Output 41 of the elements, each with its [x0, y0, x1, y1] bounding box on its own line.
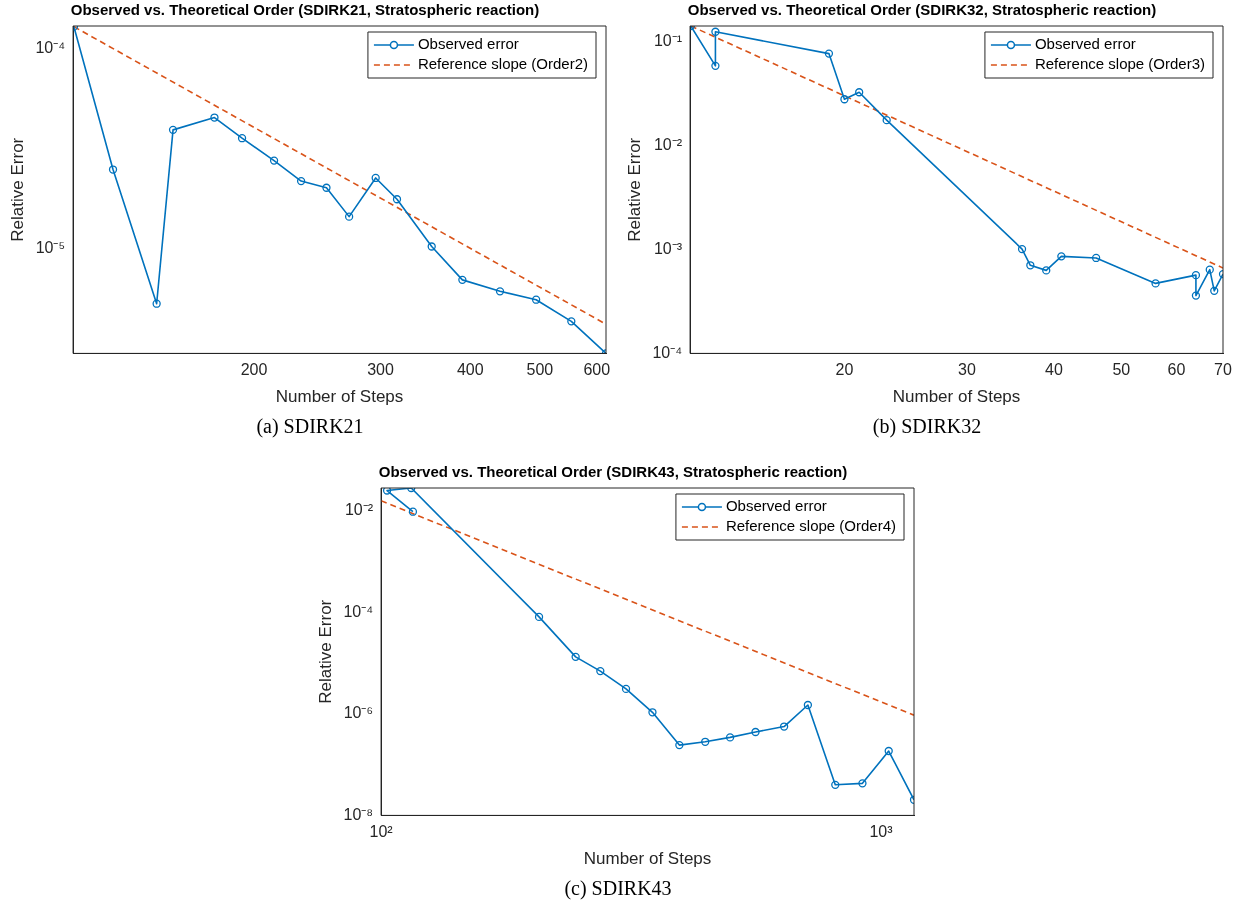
x-tick-label: 40 — [1044, 361, 1063, 379]
y-axis-title: Relative Error — [315, 599, 335, 704]
x-tick-label: 30 — [958, 361, 976, 379]
x-tick-label: 400 — [456, 361, 484, 379]
legend-label: Reference slope (Order2) — [417, 55, 588, 73]
y-tick-label: 10⁻⁴ — [652, 343, 683, 361]
chart-title: Observed vs. Theoretical Order (SDIRK21, Stratospheric reaction) — [70, 1, 540, 19]
y-tick-label: 10⁻² — [344, 500, 374, 518]
y-tick-label: 10⁻⁶ — [343, 704, 374, 722]
text: (b) SDIRK32 — [871, 415, 983, 438]
legend-label: Observed error — [725, 497, 827, 515]
x-tick-label: 20 — [835, 361, 854, 379]
legend-label: Reference slope (Order4) — [725, 517, 896, 535]
y-tick-label: 10⁻⁴ — [343, 602, 374, 620]
x-axis-title: Number of Steps — [275, 387, 404, 407]
text: (c) SDIRK43 — [563, 877, 673, 900]
x-tick-label: 10² — [369, 823, 394, 841]
x-tick-label: 600 — [583, 361, 611, 379]
y-tick-label: 10⁻⁸ — [343, 805, 374, 823]
legend-label: Observed error — [417, 35, 519, 53]
y-tick-label: 10⁻⁴ — [35, 39, 66, 57]
chart-title: Observed vs. Theoretical Order (SDIRK32, Stratospheric reaction) — [687, 1, 1157, 19]
legend-label: Observed error — [1034, 35, 1136, 53]
x-tick-label: 500 — [526, 361, 554, 379]
x-axis-title: Number of Steps — [583, 849, 712, 869]
chart-title: Observed vs. Theoretical Order (SDIRK43, Stratospheric reaction) — [378, 463, 848, 481]
legend-label: Reference slope (Order3) — [1034, 55, 1205, 73]
y-axis-title: Relative Error — [7, 137, 27, 242]
x-tick-label: 60 — [1167, 361, 1186, 379]
x-tick-label: 70 — [1214, 361, 1232, 379]
y-tick-label: 10⁻³ — [653, 239, 683, 257]
x-tick-label: 50 — [1112, 361, 1131, 379]
x-tick-label: 300 — [367, 361, 394, 379]
y-tick-label: 10⁻⁵ — [35, 238, 66, 256]
x-tick-label: 200 — [240, 361, 268, 379]
text: (a) SDIRK21 — [255, 415, 365, 438]
y-axis-title: Relative Error — [624, 137, 644, 242]
x-tick-label: 10³ — [869, 823, 894, 841]
x-axis-title: Number of Steps — [892, 387, 1021, 407]
y-tick-label: 10⁻² — [653, 136, 683, 154]
y-tick-label: 10⁻¹ — [653, 32, 683, 50]
